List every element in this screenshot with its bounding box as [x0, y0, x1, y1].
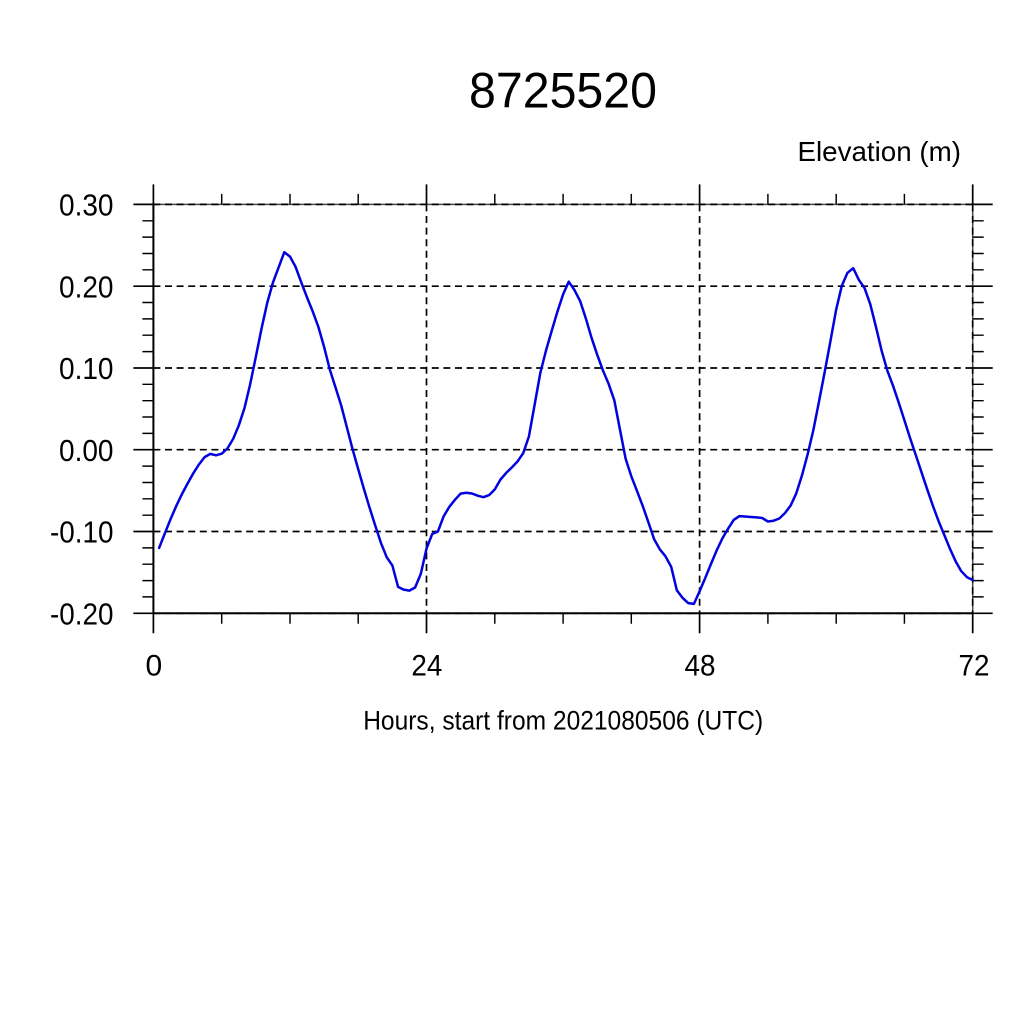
svg-text:48: 48	[685, 649, 716, 682]
svg-text:0.00: 0.00	[59, 434, 114, 468]
svg-text:-0.10: -0.10	[50, 516, 114, 550]
svg-text:Elevation (m): Elevation (m)	[798, 136, 962, 167]
svg-text:Hours, start from 2021080506 (: Hours, start from 2021080506 (UTC)	[363, 706, 763, 736]
svg-text:0.30: 0.30	[59, 189, 114, 223]
svg-text:-0.20: -0.20	[50, 598, 114, 632]
svg-text:72: 72	[959, 649, 990, 682]
svg-text:0.20: 0.20	[59, 270, 114, 304]
svg-text:8725520: 8725520	[469, 63, 657, 119]
svg-text:0.10: 0.10	[59, 352, 114, 386]
svg-text:24: 24	[411, 649, 442, 682]
svg-text:0: 0	[145, 649, 162, 682]
